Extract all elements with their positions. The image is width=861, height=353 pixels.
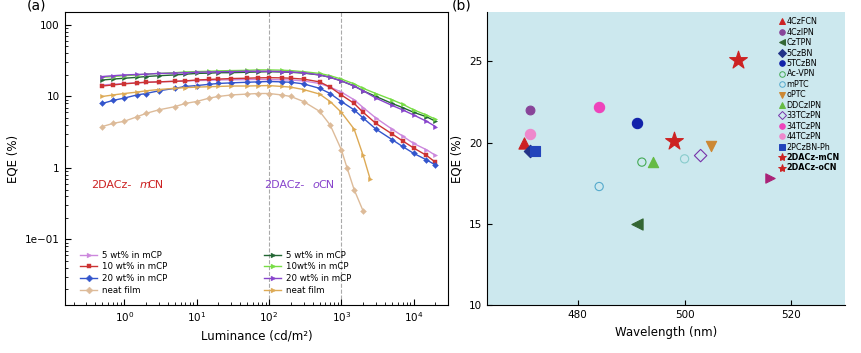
Text: 2DACz-: 2DACz- bbox=[91, 180, 132, 190]
Point bbox=[693, 153, 707, 158]
Point bbox=[677, 156, 691, 162]
Text: CN: CN bbox=[147, 180, 163, 190]
Point bbox=[523, 107, 536, 113]
Point bbox=[762, 175, 776, 181]
Point bbox=[629, 221, 642, 227]
Point bbox=[592, 104, 605, 109]
Text: o: o bbox=[312, 180, 319, 190]
Point bbox=[666, 138, 680, 144]
Text: m: m bbox=[139, 180, 150, 190]
Point bbox=[592, 184, 605, 189]
Text: CN: CN bbox=[319, 180, 334, 190]
Text: 2DACz-: 2DACz- bbox=[263, 180, 304, 190]
X-axis label: Wavelength (nm): Wavelength (nm) bbox=[614, 326, 716, 339]
Point bbox=[635, 159, 648, 165]
Point bbox=[629, 120, 642, 126]
Y-axis label: EQE (%): EQE (%) bbox=[6, 135, 19, 183]
Legend: 5 wt% in mCP, 10wt% in mCP, 20 wt% in mCP, neat film: 5 wt% in mCP, 10wt% in mCP, 20 wt% in mC… bbox=[260, 247, 354, 298]
X-axis label: Luminance (cd/m²): Luminance (cd/m²) bbox=[201, 330, 312, 342]
Text: (b): (b) bbox=[451, 0, 470, 12]
Text: (a): (a) bbox=[26, 0, 46, 12]
Point bbox=[703, 143, 717, 149]
Point bbox=[645, 159, 659, 165]
Point bbox=[523, 148, 536, 154]
Point bbox=[528, 148, 542, 154]
Point bbox=[730, 57, 744, 62]
Legend: 4CzFCN, 4CzIPN, CzTPN, 5CzBN, 5TCzBN, Ac-VPN, mPTC, oPTC, DDCzIPN, 33TCzPN, 34TC: 4CzFCN, 4CzIPN, CzTPN, 5CzBN, 5TCzBN, Ac… bbox=[778, 16, 839, 173]
Point bbox=[517, 140, 530, 145]
Y-axis label: EQE (%): EQE (%) bbox=[449, 135, 463, 183]
Point bbox=[523, 132, 536, 137]
